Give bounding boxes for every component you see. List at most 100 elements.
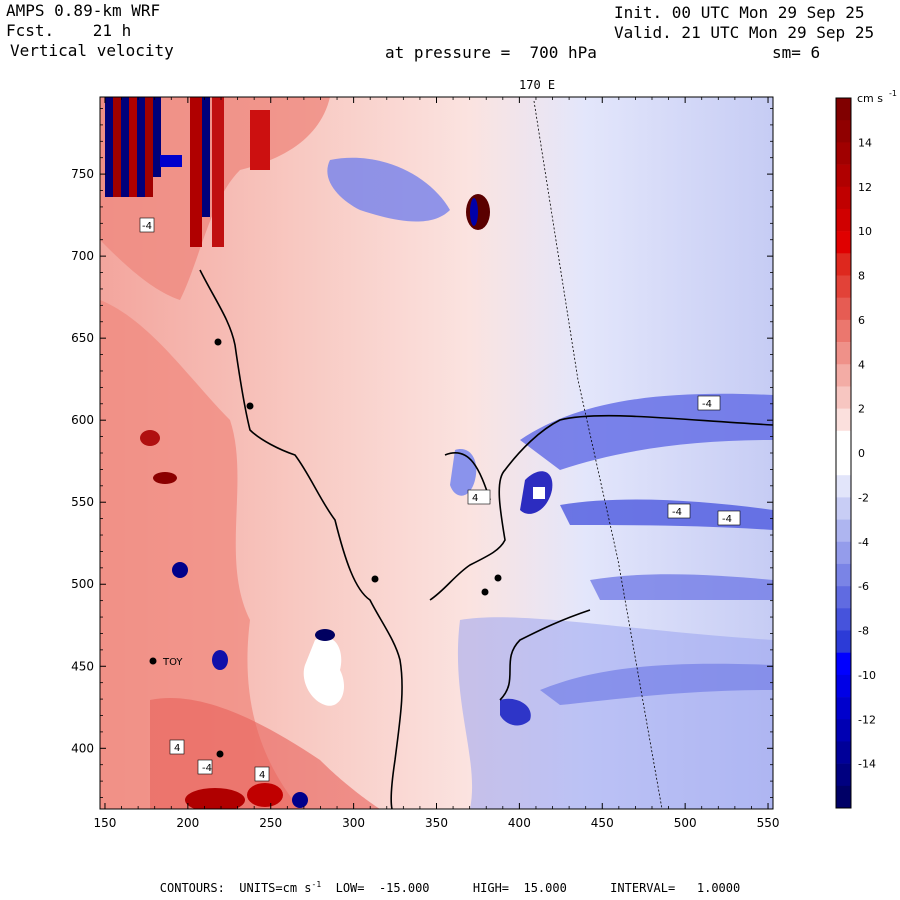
footer-interval: INTERVAL= 1.0000 xyxy=(610,881,741,895)
colorbar-bin xyxy=(836,497,851,520)
colorbar-bin xyxy=(836,541,851,565)
colorbar-bin xyxy=(836,186,851,210)
colorbar-bin xyxy=(836,674,851,698)
svg-text:4: 4 xyxy=(472,493,478,504)
colorbar-tick-label: -10 xyxy=(858,669,876,682)
contour-label-east-1: -4 xyxy=(697,395,721,411)
svg-text:-4: -4 xyxy=(672,507,682,518)
footer-high: HIGH= 15.000 xyxy=(472,881,567,895)
colorbar-bin xyxy=(836,275,851,298)
colorbar-tick-label: 8 xyxy=(858,270,865,283)
contour-label-east-3: -4 xyxy=(717,510,741,526)
colorbar-bin xyxy=(836,142,851,165)
contour-labels: -4 4 -4 4 4 -4 -4 -4 TOY xyxy=(139,217,741,782)
svg-text:-4: -4 xyxy=(142,221,152,232)
colorbar-tick-label: -8 xyxy=(858,625,869,638)
colorbar-frame xyxy=(835,97,852,809)
colorbar-bin xyxy=(836,120,851,143)
station-dot xyxy=(371,575,379,583)
svg-text:-4: -4 xyxy=(202,763,212,774)
y-tick-label: 500 xyxy=(71,577,94,591)
updraft-cell-1 xyxy=(140,430,160,446)
x-tick-label: 150 xyxy=(94,816,117,830)
updraft-cell-3 xyxy=(172,562,188,578)
footer-low: LOW= -15.000 xyxy=(335,881,430,895)
colorbar-tick-label: 0 xyxy=(858,447,865,460)
contour-info-footer: CONTOURS: UNITS=cm s-1 LOW= -15.000 HIGH… xyxy=(0,880,900,895)
station-dot xyxy=(481,588,489,596)
colorbar-bin xyxy=(836,652,851,676)
contour-label-center: 4 xyxy=(467,489,491,505)
x-tick-label: 200 xyxy=(176,816,199,830)
x-tick-label: 300 xyxy=(342,816,365,830)
colorbar-units: cm s xyxy=(857,92,883,105)
meridian-label: 170 E xyxy=(519,78,556,92)
colorbar-bin xyxy=(836,563,851,587)
downdraft-lobe-south xyxy=(500,698,531,726)
station-dot xyxy=(214,338,222,346)
colorbar-tick-label: -12 xyxy=(858,713,876,726)
colorbar-bin xyxy=(836,519,851,543)
updraft-zone-west xyxy=(100,300,300,809)
colorbar-bin xyxy=(836,231,851,254)
colorbar-tick-label: 6 xyxy=(858,314,865,327)
colorbar-tick-label: 12 xyxy=(858,181,872,194)
colorbar-bin xyxy=(836,408,851,432)
x-tick-label: 450 xyxy=(591,816,614,830)
contour-label-south-1: 4 xyxy=(169,739,185,755)
colorbar-tick-label: -6 xyxy=(858,580,869,593)
smoothing-value: sm= 6 xyxy=(772,43,821,62)
colorbar-bin xyxy=(836,475,851,498)
dipole-feature-north-inner xyxy=(470,198,478,226)
gravity-wave-bands-northwest xyxy=(105,97,270,247)
downdraft-zone-southeast xyxy=(457,617,773,809)
updraft-cell-2 xyxy=(153,472,177,484)
y-tick-label: 750 xyxy=(71,167,94,181)
updraft-cell-5 xyxy=(185,788,245,809)
y-tick-label: 600 xyxy=(71,413,94,427)
station-dot xyxy=(494,574,502,582)
colorbar-bin xyxy=(836,208,851,232)
colorbar-tick-label: 10 xyxy=(858,225,872,238)
footer-units-exponent: -1 xyxy=(311,880,322,889)
footer-units: UNITS=cm s xyxy=(239,881,312,895)
downdraft-core-white xyxy=(533,487,545,499)
x-tick-label: 350 xyxy=(425,816,448,830)
coastline xyxy=(199,269,403,809)
downdraft-lobe-center xyxy=(450,449,477,496)
colorbar-bin xyxy=(836,319,851,343)
downdraft-band-east-3 xyxy=(590,574,773,600)
meridian-170e-line xyxy=(533,100,663,810)
colorbar-bin xyxy=(836,342,851,365)
field-name: Vertical velocity xyxy=(10,41,174,60)
colorbar-bin xyxy=(836,253,851,276)
colorbar-bin xyxy=(836,453,851,476)
colorbar-bin xyxy=(836,630,851,653)
y-tick-label: 450 xyxy=(71,659,94,673)
svg-text:-4: -4 xyxy=(702,399,712,410)
station-label-toy: TOY xyxy=(162,657,183,668)
x-tick-label: 550 xyxy=(757,816,780,830)
footer-contours: CONTOURS: xyxy=(159,881,225,895)
colorbar-tick-label: 2 xyxy=(858,403,865,416)
init-time: Init. 00 UTC Mon 29 Sep 25 xyxy=(614,3,865,22)
model-title: AMPS 0.89-km WRF xyxy=(6,1,161,20)
x-axis: 150 200 250 300 350 400 450 500 550 xyxy=(94,97,780,830)
svg-text:-4: -4 xyxy=(722,514,732,525)
updraft-cell-6 xyxy=(247,783,283,807)
pressure-level: at pressure = 700 hPa xyxy=(385,43,597,62)
colorbar-tick-label: 14 xyxy=(858,136,872,149)
x-tick-label: 400 xyxy=(508,816,531,830)
colorbar-tick-label: -14 xyxy=(858,758,876,771)
contour-label-south-3: 4 xyxy=(254,766,270,782)
contour-label-south-2: -4 xyxy=(197,759,213,775)
colorbar-tick-label: 4 xyxy=(858,358,865,371)
updraft-cell-4 xyxy=(212,650,228,670)
colorbar-bin xyxy=(836,364,851,387)
y-tick-label: 550 xyxy=(71,495,94,509)
x-tick-label: 250 xyxy=(259,816,282,830)
colorbar-bin xyxy=(836,586,851,609)
contour-label-east-2: -4 xyxy=(667,503,691,519)
colorbar-bin xyxy=(836,430,851,454)
colorbar-bin xyxy=(836,386,851,409)
